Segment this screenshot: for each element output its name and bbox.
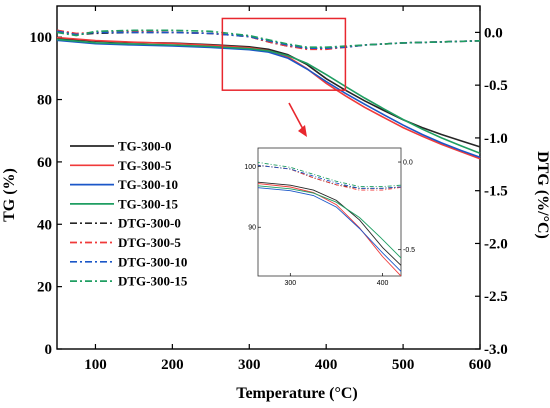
y-left-tick-label: 20 bbox=[37, 280, 52, 296]
legend-label: TG-300-5 bbox=[118, 158, 172, 173]
inset-line-tg-300-0 bbox=[258, 181, 401, 267]
y-right-tick-label: -1.0 bbox=[484, 131, 508, 147]
y-right-tick-label: -2.5 bbox=[484, 289, 508, 305]
inset-y-right-tick-label: -0.5 bbox=[403, 247, 415, 254]
x-tick-label: 300 bbox=[238, 357, 261, 373]
legend-label: DTG-300-15 bbox=[118, 274, 188, 289]
x-axis-label: Temperature (°C) bbox=[236, 385, 357, 402]
zoom-box bbox=[221, 17, 347, 137]
x-tick-label: 600 bbox=[469, 357, 492, 373]
y-left-tick-label: 40 bbox=[37, 217, 52, 233]
x-tick-label: 400 bbox=[315, 357, 338, 373]
inset-series bbox=[258, 161, 401, 276]
y-right-tick-label: -2.0 bbox=[484, 236, 508, 252]
y-right-tick-label: -0.5 bbox=[484, 78, 508, 94]
main-ticks: 100 200 300 400 500 600 0 20 40 60 80 100 0.0 -0.5 -1.… bbox=[30, 6, 508, 373]
plot-area-border bbox=[56, 5, 481, 350]
x-tick-label: 100 bbox=[84, 357, 107, 373]
legend-label: TG-300-10 bbox=[118, 177, 178, 192]
inset-line-tg-300-15 bbox=[258, 185, 401, 259]
inset-line-tg-300-5 bbox=[258, 183, 401, 276]
zoom-arrow-line bbox=[288, 102, 305, 132]
y-axis-label-right: DTG (%/°C) bbox=[534, 151, 550, 239]
series-line-tg-300-0 bbox=[56, 37, 481, 148]
legend-label: DTG-300-10 bbox=[118, 254, 187, 269]
legend: TG-300-0 TG-300-5 TG-300-10 TG-300-15 DTG-30… bbox=[70, 139, 188, 289]
series-line-tg-300-15 bbox=[56, 38, 481, 154]
legend-label: TG-300-0 bbox=[118, 139, 171, 154]
y-left-tick-label: 60 bbox=[37, 155, 52, 171]
x-tick-label: 500 bbox=[392, 357, 415, 373]
x-tick-label: 200 bbox=[161, 357, 184, 373]
y-right-tick-label: -1.5 bbox=[484, 184, 508, 200]
zoom-arrow-head bbox=[298, 125, 307, 137]
inset-x-tick-label: 300 bbox=[284, 280, 296, 287]
legend-label: DTG-300-5 bbox=[118, 235, 181, 250]
y-right-tick-label: 0.0 bbox=[484, 25, 503, 41]
inset-x-tick-label: 400 bbox=[377, 280, 389, 287]
series-line-tg-300-10 bbox=[56, 39, 481, 158]
inset-y-right-tick-label: 0.0 bbox=[403, 160, 413, 167]
y-left-tick-label: 80 bbox=[37, 93, 52, 109]
inset-border bbox=[257, 147, 402, 277]
zoom-rectangle bbox=[221, 17, 347, 91]
y-left-tick-label: 100 bbox=[30, 30, 53, 46]
legend-label: TG-300-15 bbox=[118, 196, 178, 211]
y-right-tick-label: -3.0 bbox=[484, 342, 508, 358]
main-series bbox=[56, 29, 481, 160]
inset-y-left-tick-label: 100 bbox=[244, 164, 256, 171]
main-plot-frame bbox=[56, 5, 481, 350]
y-left-tick-label: 0 bbox=[45, 342, 53, 358]
inset-y-left-tick-label: 90 bbox=[248, 225, 256, 232]
inset-chart: 300 400 90 100 0.0 -0.5 bbox=[244, 147, 415, 287]
inset-line-tg-300-10 bbox=[258, 187, 401, 273]
y-axis-label-left: TG (%) bbox=[1, 168, 18, 222]
legend-label: DTG-300-0 bbox=[118, 216, 181, 231]
